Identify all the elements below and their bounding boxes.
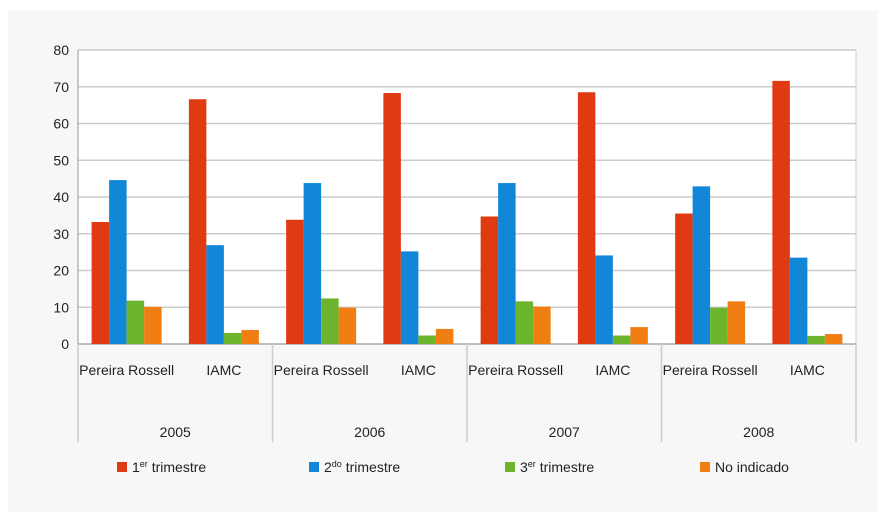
bar [383, 92, 401, 344]
bar [435, 328, 454, 344]
bar [321, 298, 339, 344]
legend-swatch [309, 462, 319, 472]
y-tick-label: 70 [53, 79, 69, 95]
bar [675, 213, 693, 344]
category-label: Pereira Rossell [468, 362, 563, 378]
y-tick-label: 60 [53, 116, 69, 132]
bar [144, 306, 162, 344]
bar [533, 306, 551, 344]
legend-swatch [117, 462, 127, 472]
bar [772, 80, 790, 345]
year-label: 2007 [549, 424, 580, 440]
bar [91, 221, 110, 344]
y-tick-label: 50 [53, 152, 69, 168]
y-tick-label: 10 [53, 299, 69, 315]
category-label: Pereira Rossell [79, 362, 174, 378]
category-label: Pereira Rossell [663, 362, 758, 378]
bar [515, 301, 534, 344]
bar [807, 335, 825, 344]
category-label: IAMC [790, 362, 825, 378]
bar [630, 327, 648, 344]
y-tick-label: 20 [53, 263, 69, 279]
year-label: 2005 [160, 424, 191, 440]
bar [692, 186, 711, 344]
category-label: IAMC [206, 362, 241, 378]
bar [710, 307, 728, 344]
bar [126, 300, 145, 344]
legend-label: 1er trimestre [132, 459, 206, 475]
legend-label: No indicado [715, 459, 789, 475]
y-tick-label: 80 [53, 42, 69, 58]
bar [303, 183, 322, 344]
bar [188, 99, 207, 345]
bar [338, 307, 357, 344]
bar [727, 301, 746, 344]
year-label: 2006 [354, 424, 385, 440]
bar [480, 216, 499, 344]
bar [595, 255, 613, 344]
bar [109, 180, 127, 344]
year-label: 2008 [743, 424, 774, 440]
bar [789, 257, 808, 344]
bar [612, 335, 631, 344]
y-tick-label: 40 [53, 189, 69, 205]
legend-swatch [700, 462, 710, 472]
bar [286, 219, 304, 344]
bar [824, 334, 843, 344]
bar [400, 251, 419, 344]
bar [498, 183, 516, 344]
bar [206, 245, 224, 344]
category-label: Pereira Rossell [274, 362, 369, 378]
legend-label: 2do trimestre [324, 459, 400, 475]
category-label: IAMC [401, 362, 436, 378]
legend-swatch [505, 462, 515, 472]
y-tick-label: 0 [61, 336, 69, 352]
bar [418, 335, 436, 344]
bar [577, 92, 596, 344]
category-label: IAMC [595, 362, 630, 378]
bar [241, 330, 259, 344]
y-tick-label: 30 [53, 226, 69, 242]
legend-label: 3er trimestre [520, 459, 594, 475]
bar [223, 332, 242, 344]
